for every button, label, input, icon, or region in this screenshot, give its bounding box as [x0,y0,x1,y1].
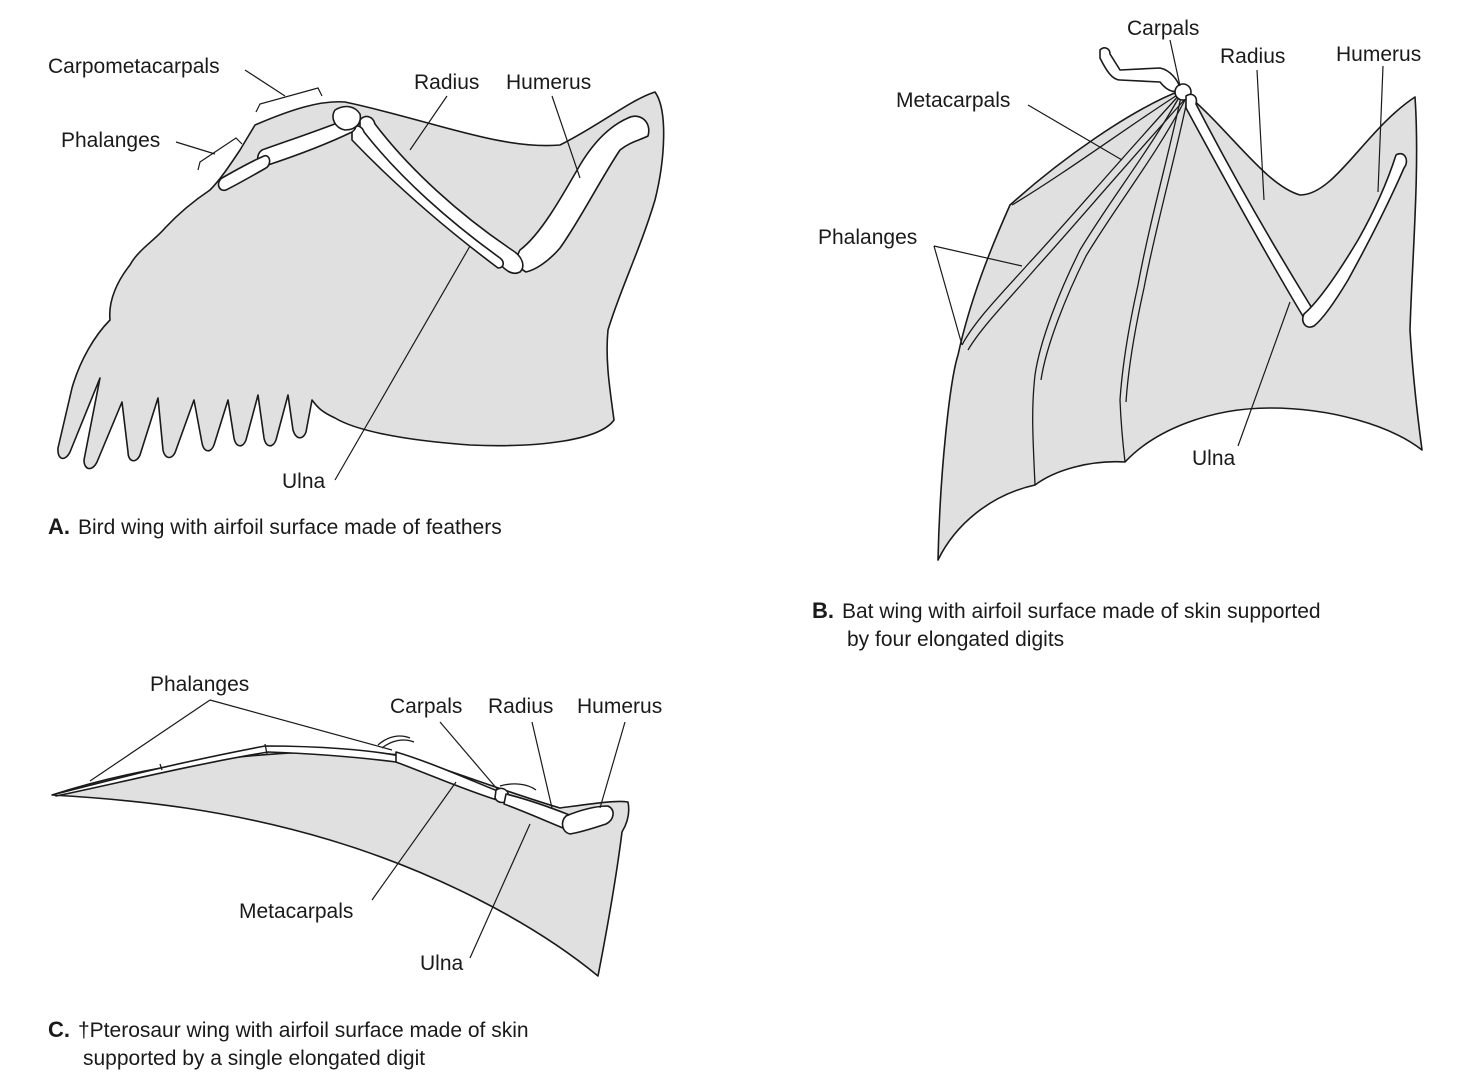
bat-digit-4-bone-outline [1040,97,1187,381]
bat-phalanges-label: Phalanges [818,226,917,249]
pterosaur-metacarpals-label: Metacarpals [239,900,353,923]
bird-humerus-bone [516,115,650,273]
pterosaur-humerus-leader [599,721,626,809]
caption-c: C. †Pterosaur wing with airfoil surface m… [48,1016,529,1073]
pterosaur-phalanges-leader-2 [209,699,393,751]
caption-a: A. Bird wing with airfoil surface made of… [48,513,502,542]
bat-humerus-leader [1377,65,1384,193]
bat-humerus-label: Humerus [1336,43,1421,66]
caption-c-letter: C. [48,1017,70,1042]
panel-b-bat-wing: Carpals Radius Humerus Metacarpals Phala… [818,17,1423,561]
bat-skin-membrane [937,89,1423,561]
caption-c-line-1: †Pterosaur wing with airfoil surface mad… [78,1019,529,1042]
bird-carpometacarpals-bracket [255,87,323,113]
caption-b-line-2: by four elongated digits [847,628,1065,651]
bird-humerus-label: Humerus [506,71,591,94]
bird-radius-leader [409,95,448,151]
pterosaur-phalanx-joint-2 [264,743,268,755]
pterosaur-skin-membrane [51,751,630,977]
bat-carpals-leader [1169,39,1181,87]
pterosaur-radius-leader [531,721,553,809]
pterosaur-carpals-leader [439,721,499,791]
bat-metacarpals-label: Metacarpals [896,89,1010,112]
caption-c-line-2: supported by a single elongated digit [83,1047,426,1070]
pterosaur-ulna-label: Ulna [420,952,464,975]
bat-phalanges-leader-upper [933,245,1023,267]
bat-digit-3-bone-outline [967,97,1187,351]
pterosaur-humerus-label: Humerus [577,695,662,718]
bird-ulna-leader [334,245,471,481]
caption-b-line-1: Bat wing with airfoil surface made of sk… [842,600,1321,623]
bird-radius-bone [351,125,504,269]
bird-radius-label: Radius [414,71,479,94]
caption-a-letter: A. [48,514,70,539]
bat-metacarpals-leader [1027,104,1123,161]
bat-digit-2-bone [1011,91,1183,206]
bird-carpometacarpals-leader [244,69,286,97]
bird-phalanges-label: Phalanges [61,129,160,152]
panel-c-pterosaur-wing: Phalanges Carpals Radius Humerus Metacar… [51,673,662,977]
bird-humerus-leader [551,95,581,179]
panel-a-bird-wing: Carpometacarpals Phalanges Radius Humeru… [48,55,665,493]
pterosaur-radius-label: Radius [488,695,553,718]
bat-phalanges-leader-lower [933,245,963,346]
bat-radius-leader [1256,69,1265,201]
pterosaur-carpals-label: Carpals [390,695,462,718]
pterosaur-ulna-leader [469,823,531,959]
bat-digit-3-bone [961,91,1183,346]
bat-digit-5-bone [1119,91,1183,463]
bat-ulna-label: Ulna [1192,447,1236,470]
pterosaur-phalanges-label: Phalanges [150,673,249,696]
bird-ulna-label: Ulna [282,470,326,493]
pterosaur-phalanx-joint-1 [159,763,163,771]
bat-carpals-label: Carpals [1127,17,1199,40]
bat-radius-label: Radius [1220,45,1285,68]
pterosaur-propatagium-fibers [377,735,537,791]
bat-radius-bone [1185,93,1314,320]
bird-phalanges-bracket [197,137,243,171]
pterosaur-humerus-bone [561,805,614,835]
bat-thumb-bone [1099,47,1181,93]
bird-feather-surface [57,91,665,470]
bat-digit-4-bone [1032,91,1183,486]
bird-phalanges-leader [175,141,216,155]
bird-carpal-bone [332,105,362,131]
bat-humerus-bone [1301,152,1408,328]
caption-b-letter: B. [812,598,834,623]
pterosaur-metacarpals-leader [371,781,457,901]
bat-digit-5-bone-outline [1125,95,1189,403]
bird-carpometacarpals-label: Carpometacarpals [48,55,220,78]
bird-phalanx-bone [217,154,271,192]
caption-a-text: Bird wing with airfoil surface made of f… [78,516,502,539]
pterosaur-phalanges-leader-1 [89,699,211,782]
caption-b: B. Bat wing with airfoil surface made of … [812,597,1321,654]
bat-ulna-leader [1237,301,1291,447]
